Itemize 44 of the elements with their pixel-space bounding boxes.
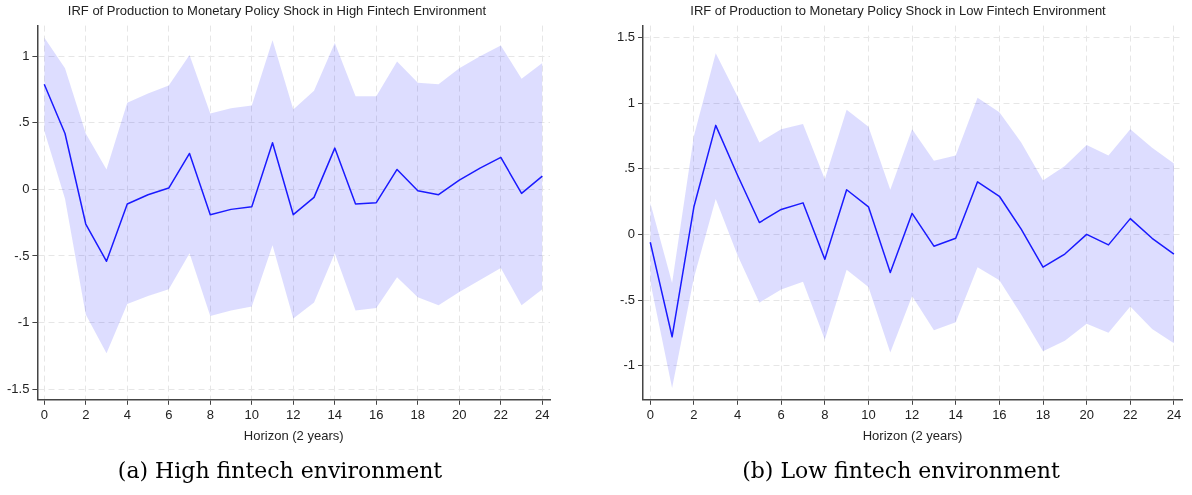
y-tick-label: 0 — [22, 180, 30, 196]
x-tick-label: 20 — [452, 407, 467, 423]
x-tick-label: 10 — [244, 407, 260, 423]
y-tick-label: 0 — [627, 225, 636, 241]
y-tick-label: .5 — [624, 160, 636, 176]
x-tick-label: 4 — [123, 407, 131, 423]
y-tick-label: 1 — [627, 94, 636, 110]
x-tick-label: 20 — [1079, 407, 1094, 423]
chart-title: IRF of Production to Monetary Policy Shock in High Fintech Environment — [67, 3, 487, 19]
x-tick-label: 6 — [777, 407, 785, 423]
x-tick-label: 12 — [904, 407, 920, 423]
y-tick-label: -1 — [17, 314, 30, 330]
y-tick-label: -.5 — [619, 291, 636, 307]
x-tick-label: 14 — [948, 407, 963, 423]
x-tick-label: 0 — [40, 407, 48, 423]
x-tick-label: 8 — [206, 407, 214, 423]
y-tick-label: -1.5 — [6, 380, 30, 396]
chart-title: IRF of Production to Monetary Policy Shock in Low Fintech Environment — [690, 3, 1107, 19]
x-axis-title: Horizon (2 years) — [243, 427, 344, 443]
x-tick-label: 8 — [821, 407, 829, 423]
x-tick-label: 12 — [286, 407, 301, 423]
y-tick-label: -1 — [623, 357, 636, 373]
y-tick-label: .5 — [18, 114, 30, 130]
y-tick-label: 1.5 — [616, 28, 636, 44]
x-tick-label: 2 — [82, 407, 90, 423]
y-tick-label: 1 — [22, 47, 30, 63]
x-tick-label: 24 — [1166, 407, 1182, 423]
x-tick-label: 14 — [327, 407, 343, 423]
x-tick-label: 16 — [992, 407, 1007, 423]
x-tick-label: 6 — [165, 407, 173, 423]
x-tick-label: 2 — [690, 407, 698, 423]
x-tick-label: 22 — [493, 407, 509, 423]
x-tick-label: 10 — [861, 407, 876, 423]
x-tick-label: 18 — [1035, 407, 1051, 423]
x-tick-label: 4 — [733, 407, 742, 423]
x-tick-label: 16 — [369, 407, 384, 423]
x-tick-label: 22 — [1123, 407, 1138, 423]
x-axis-title: Horizon (2 years) — [862, 427, 963, 443]
x-tick-label: 18 — [410, 407, 426, 423]
y-tick-label: -.5 — [14, 247, 30, 263]
x-tick-label: 24 — [535, 407, 550, 423]
x-tick-label: 0 — [646, 407, 654, 423]
text: (a) High fintech environment — [116, 458, 444, 483]
text: (b) Low fintech environment — [741, 458, 1061, 483]
